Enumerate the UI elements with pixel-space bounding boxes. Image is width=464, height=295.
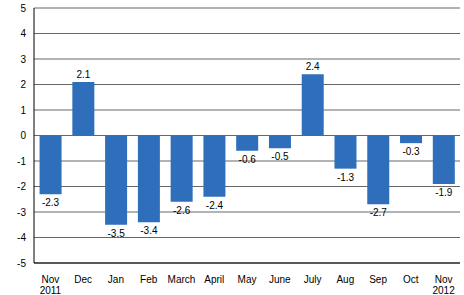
svg-text:Aug: Aug <box>336 274 354 285</box>
svg-text:July: July <box>304 274 322 285</box>
svg-text:-1: -1 <box>17 156 26 167</box>
svg-text:June: June <box>269 274 291 285</box>
svg-text:Sep: Sep <box>369 274 387 285</box>
svg-text:-1.9: -1.9 <box>435 187 453 198</box>
svg-text:1: 1 <box>20 105 26 116</box>
svg-text:2.4: 2.4 <box>306 61 320 72</box>
svg-text:Dec: Dec <box>74 274 92 285</box>
svg-text:Jan: Jan <box>108 274 124 285</box>
svg-text:0: 0 <box>20 130 26 141</box>
svg-text:Oct: Oct <box>403 274 419 285</box>
svg-text:3: 3 <box>20 54 26 65</box>
svg-text:2: 2 <box>20 79 26 90</box>
svg-text:-2.4: -2.4 <box>206 200 224 211</box>
svg-text:-1.3: -1.3 <box>337 172 355 183</box>
svg-text:-5: -5 <box>17 258 26 269</box>
svg-text:March: March <box>168 274 196 285</box>
svg-text:-0.6: -0.6 <box>239 154 257 165</box>
svg-text:2.1: 2.1 <box>76 69 90 80</box>
svg-text:-0.3: -0.3 <box>402 146 420 157</box>
svg-text:5: 5 <box>20 3 26 14</box>
svg-text:Feb: Feb <box>140 274 158 285</box>
svg-text:May: May <box>238 274 257 285</box>
svg-text:-2.3: -2.3 <box>42 197 60 208</box>
svg-text:-4: -4 <box>17 232 26 243</box>
svg-text:-2: -2 <box>17 181 26 192</box>
svg-text:4: 4 <box>20 28 26 39</box>
svg-text:Nov2012: Nov2012 <box>432 274 455 295</box>
svg-text:-0.5: -0.5 <box>271 151 289 162</box>
svg-text:-2.6: -2.6 <box>173 205 191 216</box>
svg-text:Nov2011: Nov2011 <box>40 274 62 295</box>
svg-text:April: April <box>204 274 224 285</box>
svg-text:-3.5: -3.5 <box>107 228 125 239</box>
svg-text:-3.4: -3.4 <box>140 225 158 236</box>
svg-text:-2.7: -2.7 <box>370 207 388 218</box>
svg-text:-3: -3 <box>17 207 26 218</box>
